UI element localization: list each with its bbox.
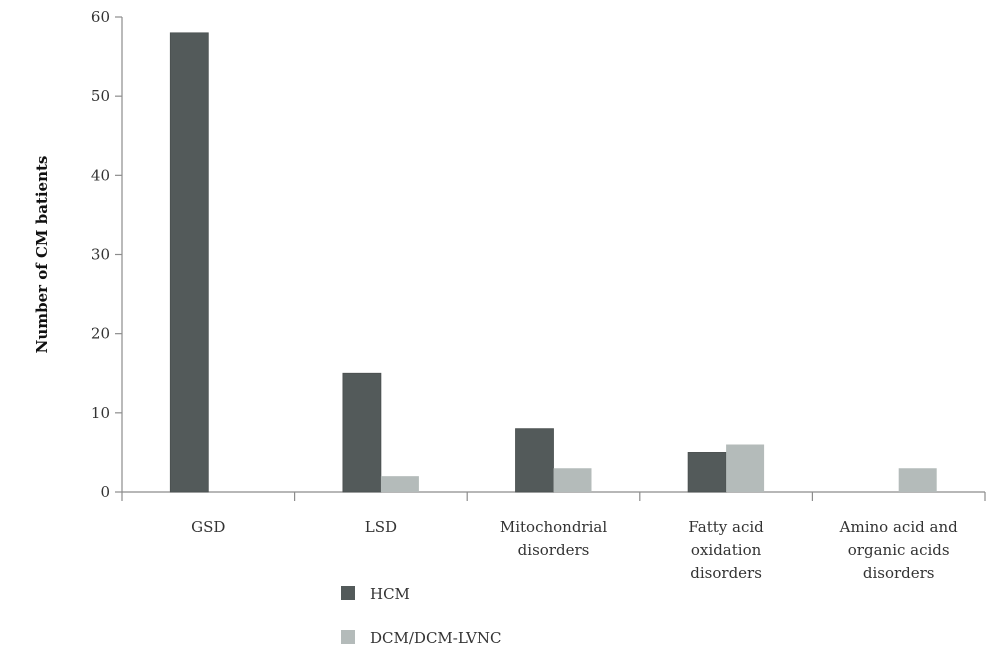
y-tick-label: 60 xyxy=(91,8,110,26)
y-tick-label: 40 xyxy=(91,166,110,184)
legend-label: DCM/DCM-LVNC xyxy=(370,629,501,647)
y-tick-label: 50 xyxy=(91,87,110,105)
y-tick-label: 0 xyxy=(100,483,110,501)
bar-dcm-dcm-lvnc-3 xyxy=(726,444,765,492)
legend-swatch xyxy=(341,586,355,600)
y-tick-label: 10 xyxy=(91,404,110,422)
y-axis-title-group: Number of CM batients xyxy=(33,156,51,354)
x-category-label: Fatty acid oxidation disorders xyxy=(688,518,764,582)
bar-hcm-2 xyxy=(515,428,554,493)
legend-swatch xyxy=(341,630,355,644)
legend: HCM DCM/DCM-LVNC xyxy=(341,585,501,647)
bar-dcm-dcm-lvnc-1 xyxy=(380,476,419,492)
bar-dcm-dcm-lvnc-2 xyxy=(553,468,592,492)
x-category-label: GSD xyxy=(191,518,225,536)
x-category-label: Amino acid and organic acids disorders xyxy=(839,518,958,582)
y-tick-label: 30 xyxy=(91,246,110,264)
bar-hcm-3 xyxy=(687,452,727,493)
bar-hcm-1 xyxy=(342,372,382,493)
legend-label: HCM xyxy=(370,585,410,603)
y-tick-label: 20 xyxy=(91,325,110,343)
x-axis-labels: GSD LSD Mitochondrial disorders Fatty acid ox… xyxy=(191,518,958,582)
x-category-label: Mitochondrial disorders xyxy=(500,518,607,559)
bars xyxy=(169,32,937,493)
y-axis-title: Number of CM batients xyxy=(33,156,51,354)
x-category-label: LSD xyxy=(365,518,397,536)
y-axis-ticks: 0 10 20 30 40 50 60 xyxy=(91,8,122,501)
bar-dcm-dcm-lvnc-4 xyxy=(898,468,937,492)
bar-hcm-0 xyxy=(169,32,209,493)
